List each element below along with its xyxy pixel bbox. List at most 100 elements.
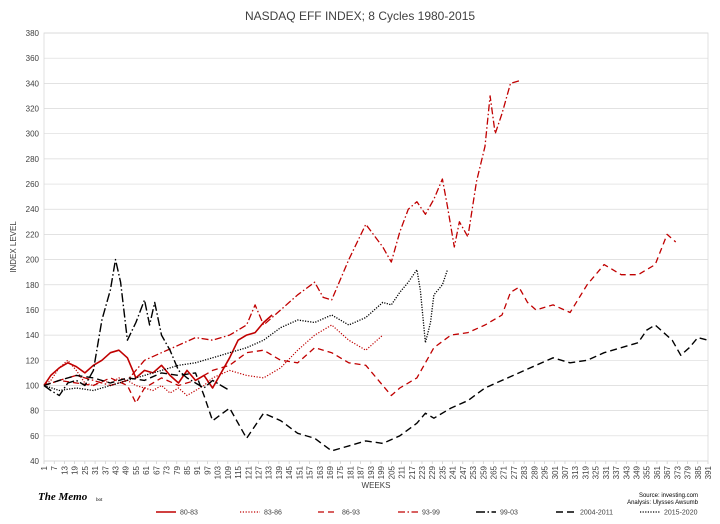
x-tick-label: 25 xyxy=(81,465,90,474)
x-tick-label: 19 xyxy=(71,465,80,474)
x-tick-label: 7 xyxy=(50,465,59,470)
y-tick-label: 280 xyxy=(26,155,40,164)
y-tick-label: 200 xyxy=(26,256,40,265)
x-tick-label: 205 xyxy=(387,465,396,479)
y-tick-label: 120 xyxy=(26,356,40,365)
analysis-line: Analysis: Ulysses Awsumb xyxy=(627,500,699,506)
x-tick-label: 139 xyxy=(275,465,284,479)
series-line-93-99 xyxy=(43,80,520,387)
x-tick-label: 49 xyxy=(122,465,131,474)
x-tick-label: 217 xyxy=(408,465,417,479)
x-tick-label: 193 xyxy=(367,465,376,479)
x-tick-label: 283 xyxy=(520,465,529,479)
chart-title: NASDAQ EFF INDEX; 8 Cycles 1980-2015 xyxy=(245,9,475,23)
x-tick-label: 67 xyxy=(152,465,161,474)
x-tick-label: 61 xyxy=(142,465,151,474)
x-tick-label: 235 xyxy=(438,465,447,479)
brand-name: The Memo xyxy=(38,491,88,503)
y-axis-ticks: 40 60 80 100 120 140 160 180 200 220 240 260 280 300 3… xyxy=(26,29,40,466)
y-tick-label: 160 xyxy=(26,306,40,315)
x-axis-label: WEEKS xyxy=(362,481,391,490)
y-tick-label: 340 xyxy=(26,79,40,88)
x-tick-label: 241 xyxy=(449,465,458,479)
x-tick-label: 55 xyxy=(132,465,141,474)
x-tick-label: 307 xyxy=(561,465,570,479)
x-tick-label: 295 xyxy=(541,465,550,479)
x-tick-label: 253 xyxy=(469,465,478,479)
x-tick-label: 379 xyxy=(684,465,693,479)
series-lines xyxy=(43,80,709,452)
series-line-83-86 xyxy=(43,324,384,397)
y-tick-label: 140 xyxy=(26,331,40,340)
x-tick-label: 145 xyxy=(285,465,294,479)
y-tick-label: 220 xyxy=(26,230,40,239)
legend-label: 93-99 xyxy=(422,510,440,517)
legend: 80-83 83-86 86-93 93-99 99-03 2004-2011 2015-2… xyxy=(156,510,698,517)
legend-label: 2004-2011 xyxy=(580,510,613,517)
x-tick-label: 313 xyxy=(571,465,580,479)
x-tick-label: 259 xyxy=(479,465,488,479)
x-tick-label: 211 xyxy=(398,465,407,478)
legend-label: 99-03 xyxy=(500,510,518,517)
y-tick-label: 60 xyxy=(30,432,39,441)
x-tick-label: 175 xyxy=(336,465,345,479)
y-tick-label: 40 xyxy=(30,457,39,466)
x-tick-label: 97 xyxy=(203,465,212,474)
x-tick-label: 349 xyxy=(632,465,641,479)
series-line-2004-2011 xyxy=(43,324,709,452)
x-tick-label: 163 xyxy=(316,465,325,479)
x-tick-label: 121 xyxy=(244,465,253,479)
x-tick-label: 187 xyxy=(357,465,366,479)
x-tick-label: 127 xyxy=(255,465,264,479)
series-line-80-83 xyxy=(43,314,273,389)
x-tick-label: 367 xyxy=(663,465,672,479)
x-tick-label: 169 xyxy=(326,465,335,479)
plot-area-border xyxy=(43,32,709,462)
x-tick-label: 391 xyxy=(704,465,713,479)
x-tick-label: 31 xyxy=(91,465,100,474)
x-tick-label: 343 xyxy=(622,465,631,479)
x-tick-label: 133 xyxy=(265,465,274,479)
y-tick-label: 360 xyxy=(26,54,40,63)
series-line-86-93 xyxy=(43,233,677,404)
x-tick-label: 385 xyxy=(694,465,703,479)
x-tick-label: 247 xyxy=(459,465,468,479)
x-tick-label: 331 xyxy=(602,465,611,479)
legend-label: 2015-2020 xyxy=(664,510,698,517)
gridlines xyxy=(44,32,708,462)
x-tick-label: 319 xyxy=(581,465,590,479)
x-tick-label: 109 xyxy=(224,465,233,479)
x-tick-label: 337 xyxy=(612,465,621,479)
y-tick-label: 80 xyxy=(30,407,39,416)
x-tick-label: 229 xyxy=(428,465,437,479)
x-axis-ticks: 1 7 13 19 25 31 37 43 49 55 61 67 73 79 85 91 97 103 109 11… xyxy=(40,461,713,479)
x-tick-label: 373 xyxy=(673,465,682,479)
source-line: Source: investing.com xyxy=(639,493,698,499)
x-tick-label: 361 xyxy=(653,465,662,479)
x-tick-label: 157 xyxy=(306,465,315,479)
legend-label: 83-86 xyxy=(264,510,282,517)
x-tick-label: 181 xyxy=(346,465,355,479)
x-tick-label: 91 xyxy=(193,465,202,474)
y-axis-label: INDEX LEVEL xyxy=(9,221,18,273)
y-tick-label: 300 xyxy=(26,130,40,139)
x-tick-label: 37 xyxy=(101,465,110,474)
series-line-2015-2020 xyxy=(43,269,449,392)
x-tick-label: 151 xyxy=(295,465,304,479)
x-tick-label: 115 xyxy=(234,465,243,478)
x-tick-label: 325 xyxy=(592,465,601,479)
x-tick-label: 85 xyxy=(183,465,192,474)
x-tick-label: 199 xyxy=(377,465,386,479)
x-tick-label: 103 xyxy=(214,465,223,479)
legend-label: 86-93 xyxy=(342,510,360,517)
x-tick-label: 73 xyxy=(163,465,172,474)
x-tick-label: 271 xyxy=(500,465,509,479)
y-tick-label: 240 xyxy=(26,205,40,214)
series-line-99-03 xyxy=(43,258,230,397)
y-tick-label: 260 xyxy=(26,180,40,189)
x-tick-label: 277 xyxy=(510,465,519,479)
x-tick-label: 289 xyxy=(530,465,539,479)
x-tick-label: 79 xyxy=(173,465,182,474)
y-tick-label: 100 xyxy=(26,381,40,390)
x-tick-label: 265 xyxy=(489,465,498,479)
